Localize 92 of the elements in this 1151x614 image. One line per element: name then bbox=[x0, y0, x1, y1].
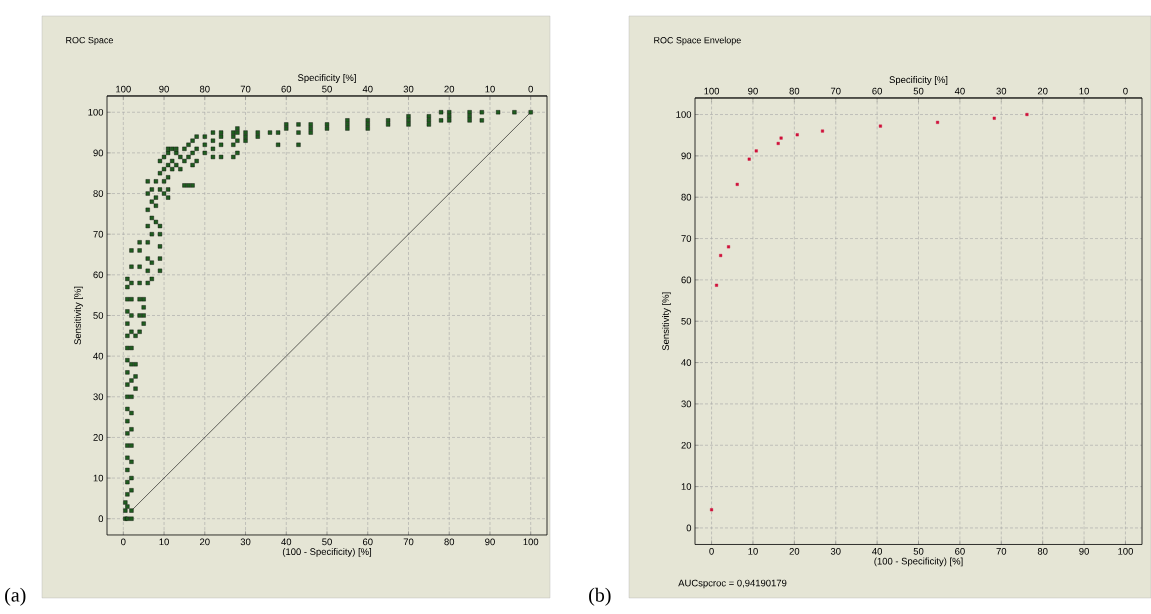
y-tick-label: 0 bbox=[686, 524, 692, 532]
point bbox=[795, 133, 799, 137]
point bbox=[715, 283, 719, 287]
x-tick-label: 80 bbox=[444, 538, 455, 546]
y-tick-label: 20 bbox=[681, 441, 692, 449]
point bbox=[776, 141, 780, 145]
text: AUCspcroc = 0,94190179 bbox=[678, 579, 787, 589]
y-tick-label: 40 bbox=[681, 359, 692, 366]
y-tick-label: 70 bbox=[681, 235, 692, 242]
x-tick-label: 40 bbox=[281, 538, 292, 546]
x2-tick-label: 20 bbox=[1037, 87, 1048, 95]
x-axis-title: (100 - Specificity) [%] bbox=[282, 548, 372, 557]
point bbox=[747, 157, 751, 161]
x-tick-label: 90 bbox=[1079, 548, 1089, 555]
x2-tick-label: 40 bbox=[954, 87, 965, 95]
y-tick-label: 90 bbox=[93, 149, 104, 157]
point bbox=[754, 149, 758, 153]
x2-tick-label: 80 bbox=[789, 87, 800, 95]
point bbox=[1025, 113, 1029, 117]
x-tick-label: 60 bbox=[955, 548, 965, 555]
y-tick-label: 90 bbox=[681, 152, 692, 160]
x-tick-label: 0 bbox=[121, 538, 126, 546]
x2-tick-label: 100 bbox=[116, 85, 131, 93]
x-tick-label: 70 bbox=[403, 538, 414, 546]
point bbox=[936, 120, 940, 124]
x2-tick-label: 10 bbox=[1079, 87, 1089, 95]
x2-tick-label: 40 bbox=[362, 85, 373, 93]
y-tick-label: 80 bbox=[93, 190, 104, 197]
point bbox=[727, 245, 731, 249]
y-tick-label: 70 bbox=[93, 230, 104, 238]
x2-tick-label: 0 bbox=[528, 85, 533, 93]
y-tick-label: 0 bbox=[98, 515, 104, 523]
y-tick-label: 60 bbox=[681, 276, 692, 284]
text: (a) bbox=[5, 587, 26, 606]
y-axis-title: Sensitivity [%] bbox=[74, 286, 83, 345]
x-tick-label: 10 bbox=[748, 548, 758, 555]
x2-axis-title: Specificity [%] bbox=[889, 76, 948, 85]
text: (b) bbox=[589, 587, 611, 606]
x-tick-label: 50 bbox=[913, 548, 924, 555]
chart-title: ROC Space bbox=[66, 36, 113, 46]
x-tick-label: 80 bbox=[1037, 548, 1048, 555]
y-tick-label: 60 bbox=[93, 271, 104, 279]
x-tick-label: 60 bbox=[362, 538, 373, 546]
y-tick-label: 20 bbox=[93, 434, 104, 441]
point bbox=[878, 124, 882, 128]
x-tick-label: 100 bbox=[523, 538, 539, 546]
point bbox=[820, 129, 824, 133]
x2-tick-label: 60 bbox=[281, 85, 292, 93]
x2-tick-label: 30 bbox=[403, 85, 414, 93]
y-tick-label: 30 bbox=[681, 400, 692, 408]
x2-tick-label: 10 bbox=[485, 85, 495, 93]
x-tick-label: 0 bbox=[709, 548, 714, 555]
x-tick-label: 20 bbox=[789, 548, 800, 555]
x-tick-label: 90 bbox=[485, 538, 495, 546]
x-tick-label: 30 bbox=[240, 538, 251, 546]
x2-tick-label: 70 bbox=[830, 87, 841, 95]
point bbox=[992, 116, 996, 120]
x-tick-label: 10 bbox=[159, 538, 169, 546]
x-tick-label: 100 bbox=[1118, 548, 1133, 555]
point bbox=[735, 182, 739, 186]
x2-tick-label: 30 bbox=[996, 87, 1007, 95]
x2-tick-label: 70 bbox=[240, 85, 251, 93]
y-tick-label: 100 bbox=[676, 111, 692, 118]
x-tick-label: 50 bbox=[322, 538, 332, 546]
x-tick-label: 70 bbox=[996, 548, 1007, 555]
x-tick-label: 40 bbox=[872, 548, 883, 555]
x-axis-title: (100 - Specificity) [%] bbox=[874, 557, 963, 567]
x2-tick-label: 90 bbox=[159, 85, 169, 93]
x2-tick-label: 20 bbox=[444, 85, 455, 93]
x2-tick-label: 50 bbox=[913, 87, 924, 95]
x2-tick-label: 100 bbox=[704, 87, 720, 95]
x-tick-label: 30 bbox=[830, 548, 841, 555]
x2-axis-title: Specificity [%] bbox=[297, 74, 356, 83]
y-tick-label: 50 bbox=[93, 312, 104, 319]
point bbox=[710, 508, 714, 512]
y-tick-label: 100 bbox=[88, 108, 104, 116]
y-tick-label: 40 bbox=[93, 352, 104, 360]
x2-tick-label: 60 bbox=[872, 87, 883, 95]
x2-tick-label: 90 bbox=[748, 87, 758, 95]
x2-tick-label: 50 bbox=[322, 85, 332, 93]
x-tick-label: 20 bbox=[199, 538, 210, 546]
y-tick-label: 10 bbox=[681, 483, 692, 490]
x2-tick-label: 80 bbox=[199, 85, 210, 93]
x2-tick-label: 0 bbox=[1123, 87, 1128, 95]
y-tick-label: 80 bbox=[681, 193, 692, 201]
point bbox=[779, 136, 783, 140]
point bbox=[719, 254, 723, 257]
y-tick-label: 30 bbox=[93, 393, 104, 401]
y-tick-label: 10 bbox=[93, 474, 104, 482]
chart-title: ROC Space Envelope bbox=[654, 36, 741, 46]
y-tick-label: 50 bbox=[681, 317, 692, 325]
y-axis-title: Sensitivity [%] bbox=[662, 292, 671, 351]
